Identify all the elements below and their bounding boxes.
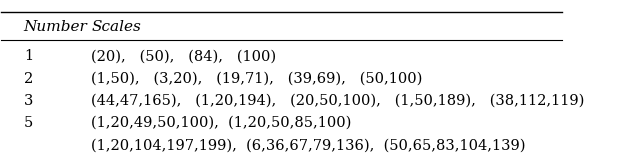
Text: 2: 2 [24,71,33,86]
Text: (20),   (50),   (84),   (100): (20), (50), (84), (100) [91,49,276,63]
Text: 1: 1 [24,49,33,63]
Text: 3: 3 [24,94,33,108]
Text: (1,20,49,50,100),  (1,20,50,85,100): (1,20,49,50,100), (1,20,50,85,100) [91,116,351,130]
Text: (1,50),   (3,20),   (19,71),   (39,69),   (50,100): (1,50), (3,20), (19,71), (39,69), (50,10… [91,71,422,86]
Text: (1,20,104,197,199),  (6,36,67,79,136),  (50,65,83,104,139): (1,20,104,197,199), (6,36,67,79,136), (5… [91,138,525,152]
Text: (44,47,165),   (1,20,194),   (20,50,100),   (1,50,189),   (38,112,119): (44,47,165), (1,20,194), (20,50,100), (1… [91,94,584,108]
Text: 5: 5 [24,116,33,130]
Text: Scales: Scales [91,20,141,34]
Text: Number: Number [24,20,88,34]
